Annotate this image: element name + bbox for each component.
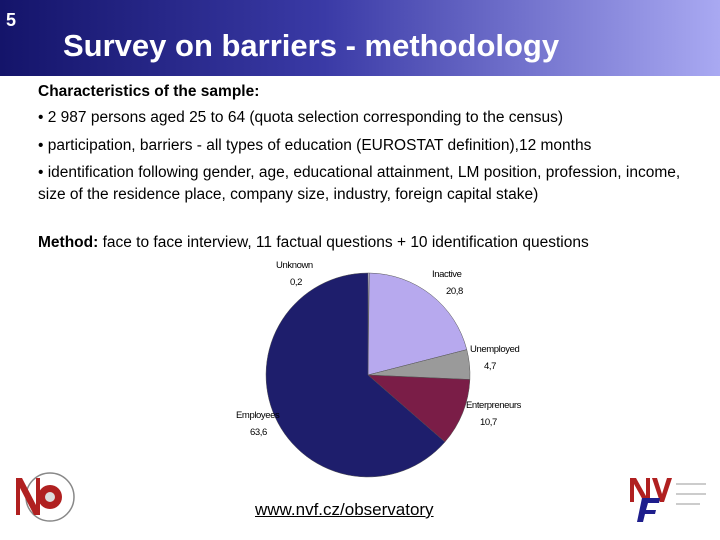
method-text: face to face interview, 11 factual quest… <box>98 234 589 251</box>
slice-value-label: 63,6 <box>250 427 267 438</box>
bullet: • participation, barriers - all types of… <box>38 137 592 154</box>
slide-number: 5 <box>6 10 17 30</box>
slice-label: Enterpreneurs <box>466 400 522 411</box>
method-line: Method: face to face interview, 11 factu… <box>38 232 698 254</box>
pie-slice <box>367 272 370 376</box>
header-band <box>0 0 720 76</box>
body-heading: Characteristics of the sample: <box>38 83 260 100</box>
slice-value-label: 0,2 <box>290 277 302 288</box>
slice-label: Unknown <box>276 260 313 271</box>
pie-slice <box>265 272 446 478</box>
bullet: • identification following gender, age, … <box>38 164 681 203</box>
slice-label: Employees <box>236 410 280 421</box>
footer-link[interactable]: www.nvf.cz/observatory <box>255 500 434 519</box>
slice-value-label: 4,7 <box>484 361 496 372</box>
bullet: • 2 987 persons aged 25 to 64 (quota sel… <box>38 109 564 126</box>
slice-value-label: 20,8 <box>446 286 463 297</box>
method-label: Method: <box>38 234 99 251</box>
pie-slice <box>367 349 471 380</box>
left-logo <box>16 472 75 522</box>
pie-slice <box>367 272 468 376</box>
slice-label: Unemployed <box>470 344 519 355</box>
pie-slice <box>367 374 471 443</box>
right-logo <box>630 478 706 522</box>
slide-title: Survey on barriers - methodology <box>63 28 560 63</box>
slice-label: Inactive <box>432 269 462 280</box>
slice-value-label: 10,7 <box>480 417 497 428</box>
